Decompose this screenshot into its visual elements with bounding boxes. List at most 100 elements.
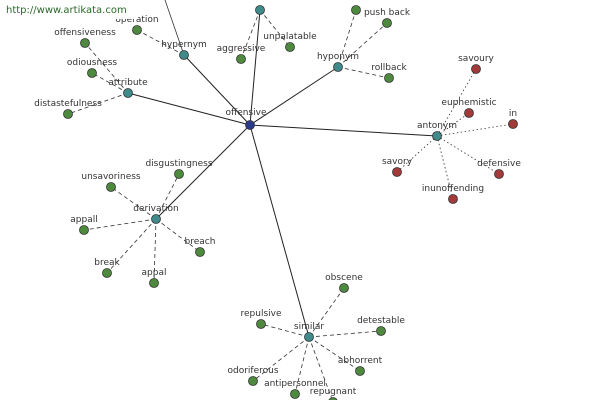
edge	[252, 336, 310, 382]
edge	[436, 135, 454, 200]
leaf-label: odoriferous	[227, 366, 278, 376]
leaf-node	[79, 225, 89, 235]
leaf-label: aggressive	[217, 44, 266, 54]
edge	[308, 287, 345, 338]
leaf-label: repugnant	[310, 387, 357, 397]
leaf-label: rollback	[371, 63, 407, 73]
edge	[249, 124, 438, 137]
leaf-node	[290, 389, 300, 399]
edge	[308, 336, 361, 372]
watermark-box	[0, 0, 138, 19]
leaf-label: euphemistic	[441, 98, 496, 108]
edge	[155, 173, 180, 220]
edge	[155, 124, 251, 220]
hub-node	[151, 214, 161, 224]
edge	[67, 92, 129, 115]
leaf-node	[195, 247, 205, 257]
leaf-label: odiousness	[67, 58, 118, 68]
leaf-label: antipersonnel	[264, 379, 326, 389]
leaf-node	[285, 42, 295, 52]
edge	[337, 9, 357, 68]
leaf-label: offensiveness	[54, 28, 116, 38]
leaf-node	[174, 169, 184, 179]
edge	[183, 54, 251, 126]
leaf-label: disgustingness	[145, 159, 212, 169]
leaf-node	[248, 376, 258, 386]
edge	[436, 68, 477, 137]
hub-label: hypernym	[161, 40, 207, 50]
edge	[136, 29, 185, 56]
edge	[240, 9, 261, 60]
leaf-label: distastefulness	[34, 99, 102, 109]
leaf-node	[464, 108, 474, 118]
leaf-node	[339, 283, 349, 293]
leaf-node	[328, 397, 338, 400]
leaf-label: operation	[115, 15, 158, 25]
edge	[260, 323, 310, 338]
hub-node	[304, 332, 314, 342]
leaf-node	[87, 68, 97, 78]
leaf-node	[392, 167, 402, 177]
edge	[106, 218, 157, 274]
leaf-node	[102, 268, 112, 278]
edge	[337, 22, 388, 68]
leaf-node	[494, 169, 504, 179]
watermark: http://www.artikata.com	[6, 5, 127, 16]
leaf-label: abhorrent	[338, 356, 383, 366]
hub-label: derivation	[133, 204, 179, 214]
leaf-label: push back	[364, 8, 411, 18]
hub-node	[179, 50, 189, 60]
edge	[259, 9, 291, 48]
leaf-node	[256, 319, 266, 329]
leaf-label: breach	[185, 237, 216, 247]
leaf-label: savory	[382, 157, 413, 167]
leaf-node	[149, 278, 159, 288]
leaf-node	[448, 194, 458, 204]
leaf-label: repulsive	[240, 309, 281, 319]
leaf-node	[106, 182, 116, 192]
hub-label: attribute	[108, 78, 148, 88]
leaf-node	[471, 64, 481, 74]
center-label: offensive	[225, 108, 266, 118]
leaf-label: defensive	[477, 159, 521, 169]
edge	[436, 123, 514, 137]
leaf-node	[355, 366, 365, 376]
hub-node	[255, 5, 265, 15]
edge	[249, 66, 339, 126]
leaf-node	[382, 18, 392, 28]
leaf-label: appall	[70, 215, 97, 225]
edge	[155, 218, 201, 253]
leaf-label: appal	[142, 268, 167, 278]
leaf-node	[351, 5, 361, 15]
leaf-node	[236, 54, 246, 64]
edge	[249, 124, 310, 338]
edge	[436, 112, 470, 137]
hub-node	[432, 131, 442, 141]
leaf-node	[376, 326, 386, 336]
leaf-label: in	[509, 109, 517, 119]
leaf-label: break	[94, 258, 120, 268]
hub-label: antonym	[417, 121, 457, 131]
edge	[164, 0, 185, 56]
leaf-label: savoury	[458, 54, 494, 64]
edge	[110, 186, 157, 220]
hub-label: hyponym	[317, 52, 359, 62]
hub-node	[123, 88, 133, 98]
center-node	[245, 120, 255, 130]
leaf-node	[80, 38, 90, 48]
leaf-node	[384, 73, 394, 83]
edge	[308, 330, 382, 338]
edge	[396, 135, 438, 173]
edge	[84, 42, 129, 94]
leaf-label: detestable	[357, 316, 405, 326]
leaf-label: obscene	[325, 273, 363, 283]
leaf-label: unpalatable	[263, 32, 317, 42]
hub-node	[333, 62, 343, 72]
leaf-label: unsavoriness	[81, 172, 141, 182]
leaf-node	[63, 109, 73, 119]
edge	[249, 9, 261, 126]
edge	[127, 92, 251, 126]
leaf-node	[508, 119, 518, 129]
edge	[308, 336, 333, 400]
